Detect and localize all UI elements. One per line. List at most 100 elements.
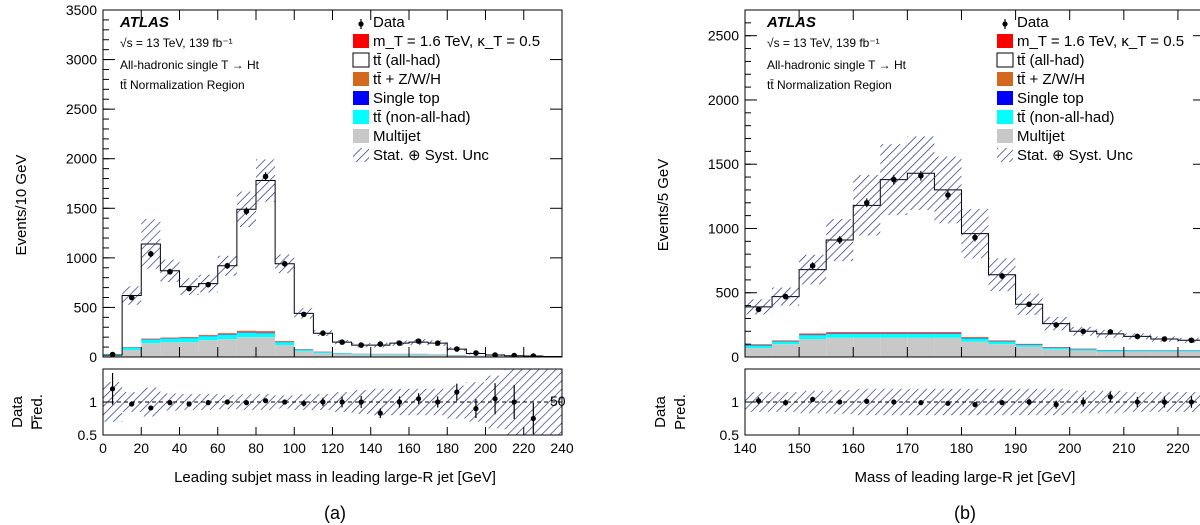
b-bar-multijet-10	[1015, 346, 1043, 357]
a-data-point-4	[186, 285, 192, 292]
b-bar-multijet-15	[1150, 351, 1178, 357]
a-data-point-10	[301, 311, 307, 318]
a-bar-tt_zwh-2	[141, 338, 161, 340]
panel-a-ratio-overflow-label: 50	[550, 393, 566, 409]
a-ratio-point-4	[186, 401, 192, 407]
b-bar-multijet-5	[880, 337, 908, 357]
a-ratio-point-22	[530, 415, 536, 422]
b-bar-multijet-11	[1042, 349, 1070, 357]
b-bar-single_top-5	[880, 333, 908, 334]
a-ytick-label-6: 3000	[66, 52, 97, 68]
a-bar-signal-8	[256, 331, 276, 332]
b-bar-multijet-4	[853, 337, 881, 357]
a-legend-label-signal: m_T = 1.6 TeV, κ_T = 0.5	[373, 33, 540, 50]
b-ratio-point-4	[864, 398, 870, 404]
panel-b-ylabel: Events/5 GeV	[655, 159, 672, 252]
a-xtick-label-2: 40	[172, 440, 188, 456]
b-xtick-label-0: 140	[733, 440, 757, 456]
b-bar-tt_non_all_had-13	[1096, 350, 1124, 352]
b-bar-tt_non_all_had-11	[1042, 347, 1070, 350]
b-bar-tt_zwh-8	[961, 337, 989, 338]
b-data-point-12	[1080, 328, 1087, 335]
panel-a-ratio-ylabel-top: Data	[9, 396, 26, 428]
b-legend-label-single_top: Single top	[1017, 90, 1084, 107]
a-ratio-unc-2	[141, 387, 161, 417]
a-bar-multijet-3	[160, 342, 180, 357]
panel-a-region: tt̄ Normalization Region	[120, 78, 245, 92]
b-ratio-point-5	[891, 399, 897, 405]
a-bar-multijet-9	[275, 345, 295, 357]
a-legend-label-single_top: Single top	[373, 90, 440, 107]
b-ratio-point-11	[1053, 402, 1059, 408]
b-ratio-point-1	[782, 400, 789, 406]
b-xtick-label-7: 210	[1112, 440, 1136, 456]
a-data-point-18	[454, 346, 460, 352]
a-bar-multijet-4	[179, 342, 199, 357]
panel-a-ylabel: Events/10 GeV	[13, 155, 30, 256]
b-data-point-15	[1161, 336, 1168, 342]
panel-a-atlas-label: ATLAS	[119, 14, 169, 31]
a-bar-tt_zwh-4	[179, 337, 199, 338]
a-ratio-point-14	[377, 410, 383, 416]
b-bar-multijet-8	[961, 341, 989, 357]
b-data-point-3	[836, 237, 843, 243]
a-ratio-point-6	[224, 399, 230, 405]
a-ratio-point-13	[358, 399, 364, 405]
panel-a-ratio-ylabel-bottom: Pred.	[29, 394, 46, 430]
a-ratio-point-5	[205, 400, 211, 406]
b-ratio-point-13	[1107, 394, 1113, 400]
panel-a-xlabel: Leading subjet mass in leading large-R j…	[174, 469, 496, 486]
panel-a: 0 500 1000 1500 2000 2500 3000 3500 0.5 1 0 20 40 60…	[9, 2, 574, 523]
a-data-point-17	[434, 340, 441, 346]
b-data-point-7	[945, 192, 951, 198]
a-legend-label-tt_zwh: tt̄ + Z/W/H	[373, 71, 441, 88]
b-bar-tt_non_all_had-4	[853, 333, 881, 338]
a-xtick-label-3: 60	[210, 440, 226, 456]
a-bar-tt_non_all_had-13	[351, 353, 371, 355]
panel-b-ratio-ylabel-bottom: Pred.	[672, 394, 689, 430]
b-bar-tt_zwh-4	[853, 332, 881, 334]
b-bar-single_top-7	[934, 333, 962, 334]
a-data-point-19	[473, 350, 479, 356]
a-legend-marker-tt_zwh	[353, 72, 369, 86]
b-bar-tt_non_all_had-2	[799, 335, 827, 340]
a-data-point-5	[205, 281, 211, 288]
b-bar-multijet-16	[1177, 351, 1200, 357]
a-bar-tt_all_had-5	[198, 283, 218, 335]
b-data-point-10	[1026, 301, 1032, 308]
a-legend-marker-multijet	[353, 129, 369, 143]
a-bar-tt_zwh-7	[236, 331, 256, 333]
a-bar-tt_zwh-9	[275, 341, 295, 342]
a-bar-tt_all_had-13	[351, 345, 371, 354]
a-bar-tt_non_all_had-2	[141, 339, 161, 344]
b-bar-tt_non_all_had-6	[907, 333, 935, 338]
a-legend-marker-single_top	[353, 91, 369, 105]
a-bar-tt_all_had-18	[447, 349, 467, 355]
a-bar-tt_zwh-6	[217, 333, 237, 335]
a-data-point-15	[396, 340, 403, 346]
a-data-point-1	[128, 294, 135, 301]
a-legend-label-data: Data	[373, 14, 405, 31]
a-xtick-label-1: 20	[133, 440, 149, 456]
b-plot-frame	[744, 9, 1200, 358]
b-bar-tt_non_all_had-12	[1069, 349, 1097, 351]
b-ratio-content	[745, 388, 1200, 416]
b-bar-multijet-13	[1096, 351, 1124, 357]
b-ratio-point-15	[1161, 399, 1168, 405]
b-ytick-label-4: 2000	[708, 92, 739, 108]
b-xtick-label-8: 220	[1166, 440, 1190, 456]
a-data-point-6	[224, 262, 231, 269]
a-bar-tt_all_had-3	[160, 270, 180, 338]
a-bar-tt_non_all_had-5	[198, 336, 218, 341]
a-ytick-label-0: 0	[89, 349, 97, 365]
b-ratio-point-14	[1134, 399, 1140, 405]
b-data-point-9	[999, 273, 1005, 279]
a-legend-marker-tt_non_all_had	[353, 110, 369, 124]
a-legend-label-tt_non_all_had: tt̄ (non-all-had)	[373, 109, 471, 126]
b-legend-marker-multijet	[997, 129, 1013, 143]
a-ratio-point-0	[109, 386, 116, 392]
b-legend-label-multijet: Multijet	[1017, 128, 1065, 145]
a-data-point-0	[109, 351, 116, 357]
a-legend-marker-signal	[353, 34, 369, 48]
b-bar-multijet-14	[1123, 351, 1151, 357]
